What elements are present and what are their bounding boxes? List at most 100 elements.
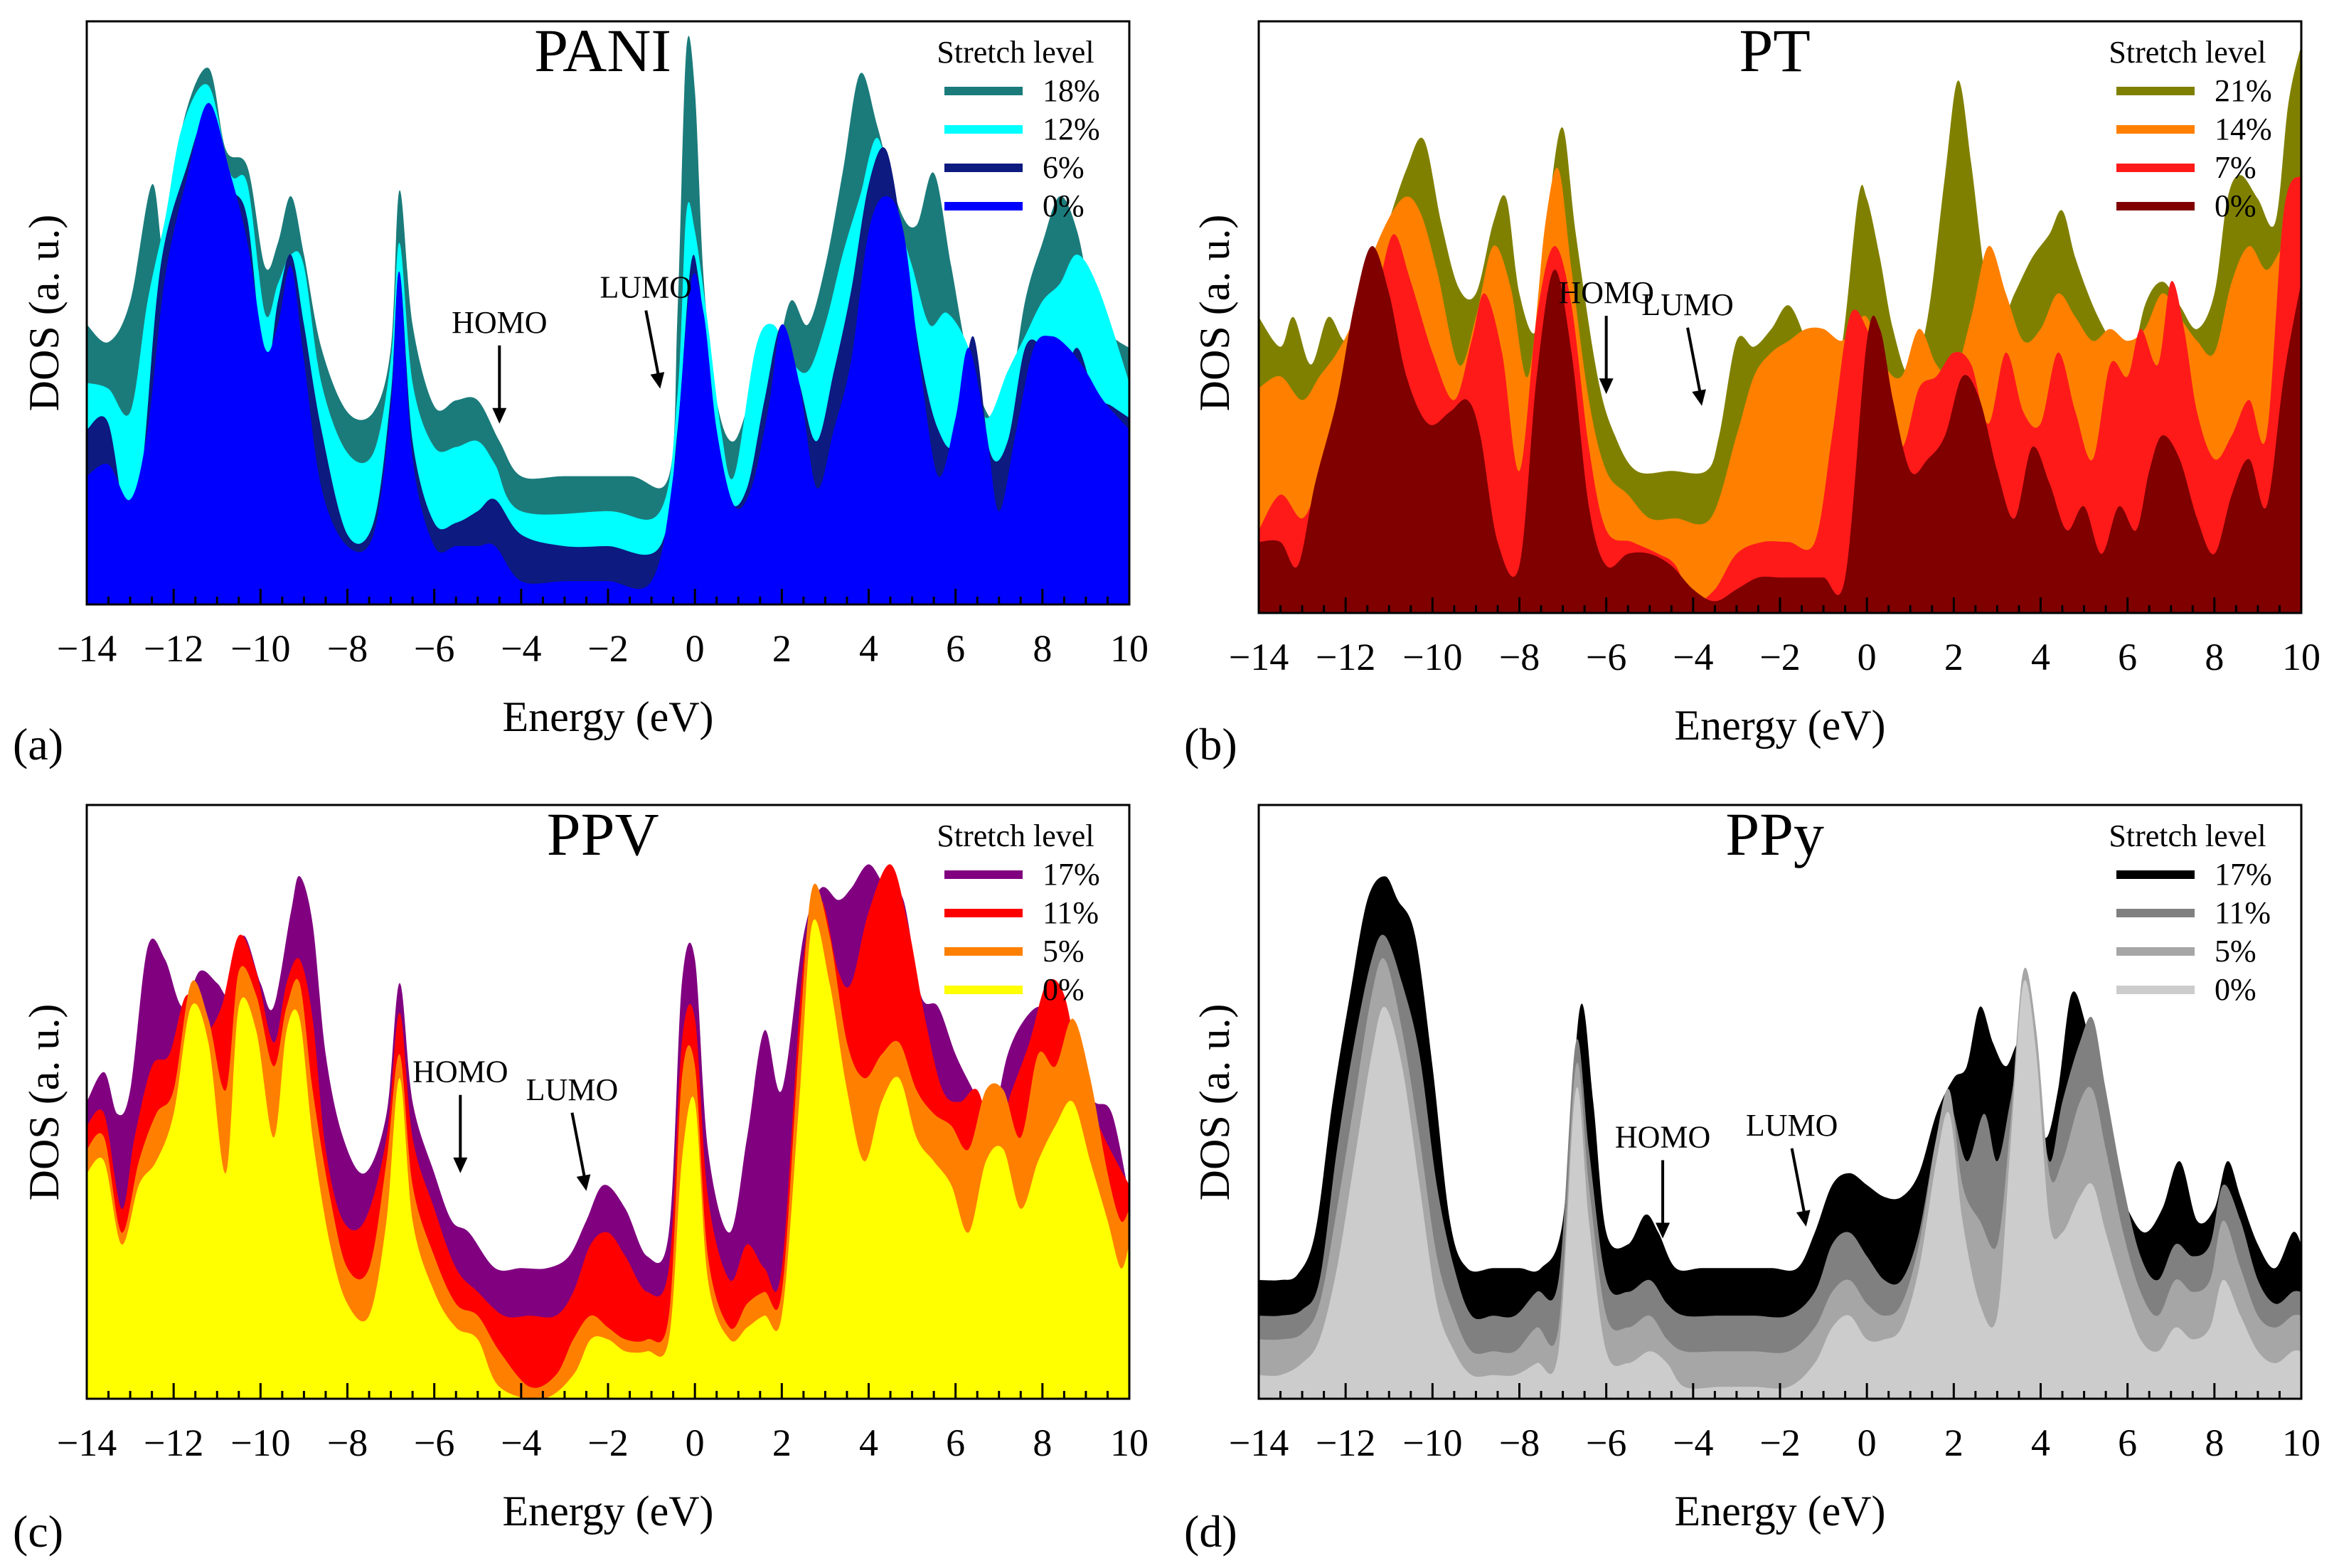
y-axis-label: DOS (a. u.) <box>21 215 68 412</box>
x-tick-label: 0 <box>1858 1422 1877 1464</box>
x-tick-label: −4 <box>1673 636 1713 678</box>
homo-annotation: HOMO <box>412 1055 508 1173</box>
x-tick-label: −2 <box>1759 1422 1800 1464</box>
homo-label: HOMO <box>412 1055 508 1089</box>
homo-arrow-head <box>1599 378 1614 395</box>
x-tick-label: 6 <box>2118 636 2137 678</box>
dos-areas <box>87 36 1129 604</box>
lumo-label: LUMO <box>1641 287 1734 322</box>
x-tick-label: −6 <box>414 627 454 670</box>
legend-label-7pct: 7% <box>2215 150 2256 185</box>
legend-title: Stretch level <box>2109 818 2266 853</box>
homo-arrow-head <box>1656 1222 1670 1239</box>
x-tick-label: 0 <box>686 627 705 670</box>
legend-title: Stretch level <box>937 818 1094 853</box>
x-tick-label: −6 <box>1586 1422 1626 1464</box>
panel-label: (c) <box>13 1506 63 1557</box>
x-tick-label: −6 <box>414 1422 454 1464</box>
x-tick-label: 2 <box>772 627 792 670</box>
lumo-annotation: LUMO <box>1746 1108 1838 1227</box>
x-tick-label: 8 <box>2205 636 2224 678</box>
lumo-arrow-head <box>650 372 665 389</box>
legend-label-18pct: 18% <box>1043 73 1100 108</box>
dos-area-0pct <box>87 919 1129 1399</box>
x-axis-label: Energy (eV) <box>502 1488 713 1535</box>
legend-label-11pct: 11% <box>1043 895 1099 930</box>
x-tick-label: 4 <box>2031 636 2050 678</box>
x-tick-label: −10 <box>230 1422 290 1464</box>
lumo-annotation: LUMO <box>600 270 692 389</box>
x-tick-label: 8 <box>2205 1422 2224 1464</box>
legend: Stretch level 17%11% 5%0% <box>937 818 1099 1007</box>
panel-label: (d) <box>1184 1506 1237 1557</box>
y-axis-label: DOS (a. u.) <box>1191 1004 1238 1201</box>
homo-annotation: HOMO <box>452 305 548 424</box>
panel-ppy: −14 −12 −10 −8 −6 −4 −2 0 2 4 6 8 10 Energy (eV) DOS (… <box>1184 800 2320 1557</box>
panel-pt: −14 −12 −10 −8 −6 −4 −2 0 2 4 6 8 10 Energy (eV) DOS (… <box>1184 16 2320 769</box>
x-tick-label: 2 <box>1944 1422 1963 1464</box>
legend-label-17pct: 17% <box>2215 857 2272 892</box>
y-axis-label: DOS (a. u.) <box>21 1004 68 1201</box>
legend-title: Stretch level <box>937 35 1094 70</box>
legend-label-12pct: 12% <box>1043 112 1100 146</box>
lumo-arrow-head <box>1692 389 1706 406</box>
legend-label-21pct: 21% <box>2215 73 2272 108</box>
legend-label-0pct: 0% <box>2215 188 2256 223</box>
dos-area-0pct <box>87 102 1129 604</box>
legend-title: Stretch level <box>2109 35 2266 70</box>
lumo-label: LUMO <box>526 1072 619 1107</box>
legend-label-14pct: 14% <box>2215 112 2272 146</box>
x-tick-label: 4 <box>859 627 878 670</box>
homo-arrow-head <box>492 407 507 424</box>
x-tick-label: −2 <box>1759 636 1800 678</box>
x-tick-label: 8 <box>1033 627 1052 670</box>
x-tick-label: 10 <box>2282 636 2320 678</box>
x-tick-label: −12 <box>144 627 203 670</box>
panel-ppv: −14 −12 −10 −8 −6 −4 −2 0 2 4 6 8 10 Energy (eV) DOS (… <box>13 800 1149 1557</box>
x-tick-label: 10 <box>1110 1422 1149 1464</box>
x-axis-label: Energy (eV) <box>502 693 713 740</box>
x-tick-label: −14 <box>57 1422 117 1464</box>
x-tick-label: 0 <box>1858 636 1877 678</box>
x-axis-label: Energy (eV) <box>1674 702 1885 749</box>
chart-title: PPV <box>547 800 659 868</box>
x-tick-label: −4 <box>1673 1422 1713 1464</box>
homo-arrow-head <box>453 1157 468 1173</box>
x-tick-label: −12 <box>1316 636 1375 678</box>
legend-label-5pct: 5% <box>2215 934 2256 969</box>
x-tick-label: 10 <box>2282 1422 2320 1464</box>
x-tick-label: −4 <box>501 1422 541 1464</box>
x-tick-label: −8 <box>1499 1422 1540 1464</box>
legend: Stretch level 17%11% 5%0% <box>2109 818 2271 1007</box>
legend-label-17pct: 17% <box>1043 857 1100 892</box>
dos-area-0pct <box>1259 246 2301 613</box>
legend-label-0pct: 0% <box>1043 972 1085 1007</box>
lumo-arrow-head <box>1796 1210 1811 1227</box>
x-tick-label: −14 <box>57 627 117 670</box>
chart-title: PT <box>1739 16 1810 85</box>
x-tick-label: −4 <box>501 627 541 670</box>
panel-label: (b) <box>1184 719 1237 769</box>
x-tick-label: −2 <box>587 1422 628 1464</box>
legend-label-11pct: 11% <box>2215 895 2271 930</box>
x-tick-label: −14 <box>1229 636 1289 678</box>
panel-pani: −14 −12 −10 −8 −6 −4 −2 0 2 4 6 8 10 Energy (eV) DOS (… <box>13 16 1149 769</box>
x-tick-label: −8 <box>327 1422 368 1464</box>
x-tick-label: −12 <box>144 1422 203 1464</box>
dos-areas <box>87 864 1129 1399</box>
lumo-arrow-shaft <box>570 1112 588 1188</box>
x-tick-label: 8 <box>1033 1422 1052 1464</box>
lumo-label: LUMO <box>1746 1108 1838 1143</box>
homo-annotation: HOMO <box>1615 1120 1710 1239</box>
chart-title: PANI <box>534 16 671 85</box>
x-tick-label: −10 <box>1402 1422 1462 1464</box>
dos-area-0pct <box>1259 980 2301 1399</box>
x-tick-label: 2 <box>1944 636 1963 678</box>
legend-label-5pct: 5% <box>1043 934 1085 969</box>
legend-label-0pct: 0% <box>1043 188 1085 223</box>
panel-label: (a) <box>13 719 63 769</box>
legend-label-0pct: 0% <box>2215 972 2256 1007</box>
lumo-arrow-head <box>576 1174 591 1191</box>
dos-areas <box>1259 45 2301 613</box>
